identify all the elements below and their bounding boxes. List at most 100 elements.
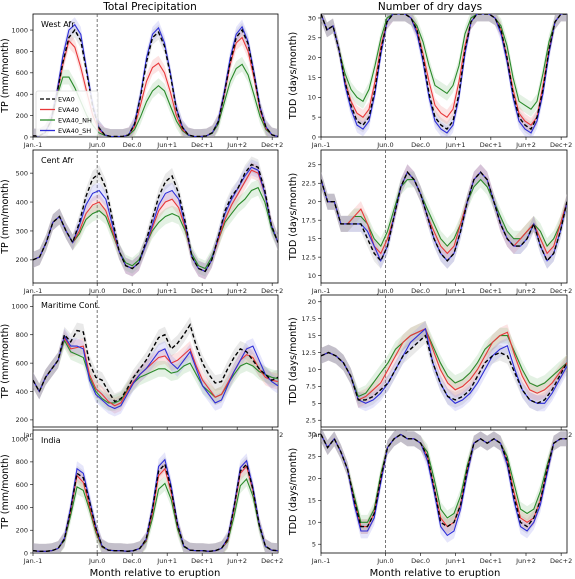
region-label: Cent Afr — [41, 156, 74, 165]
series-eva0 — [33, 462, 278, 553]
x-tick-label: Jun+1 — [156, 141, 177, 149]
y-tick-label: 25 — [308, 453, 316, 461]
y-tick-label: 400 — [16, 504, 28, 512]
y-tick-label: 400 — [16, 91, 28, 99]
y-tick-label: 400 — [16, 198, 28, 206]
y-tick-label: 5 — [312, 113, 316, 121]
y-tick-label: 20 — [308, 198, 316, 206]
series-eva40 — [321, 171, 567, 255]
x-tick-label: Jan.-1 — [311, 557, 331, 565]
series-eva40-sh — [33, 334, 278, 410]
col-title-tdd: Number of dry days — [378, 1, 482, 13]
plot-area — [33, 430, 278, 553]
y-tick-label: 800 — [16, 458, 28, 466]
plot-area — [33, 150, 278, 283]
region-label: India — [41, 436, 61, 445]
x-tick-label: Jun+2 — [515, 141, 536, 149]
series-eva40 — [33, 36, 278, 137]
y-axis-label: TP (mm/month) — [0, 324, 11, 400]
band-eva40-sh — [33, 328, 278, 417]
x-tick-label: Dec+2 — [261, 557, 283, 565]
x-tick-label: Dec+1 — [191, 557, 213, 565]
band-eva40 — [33, 329, 278, 414]
series-eva40-nh — [321, 433, 567, 523]
y-tick-label: 2.5 — [306, 417, 316, 425]
y-axis-label: TDD (days/month) — [288, 317, 299, 405]
x-tick-label: Jun+1 — [445, 141, 466, 149]
x-tick-label: Jan.-1 — [23, 431, 43, 439]
band-eva40-nh — [33, 179, 278, 277]
y-tick-label: 15 — [308, 74, 316, 82]
y-tick-label: 200 — [16, 112, 28, 120]
plot-frame — [320, 149, 568, 284]
series-eva0 — [33, 323, 278, 403]
x-tick-label: Jan.-1 — [311, 287, 331, 295]
y-axis-label: TDD (days/month) — [288, 448, 299, 536]
series-eva40-nh — [33, 63, 278, 137]
x-tick-label: Dec.0 — [411, 141, 430, 149]
series-eva40 — [321, 328, 567, 401]
x-tick-label: Jan.-1 — [23, 287, 43, 295]
y-tick-label: 0 — [312, 133, 316, 141]
x-tick-label: Dec+1 — [191, 141, 213, 149]
x-tick-label: Jun+2 — [226, 557, 247, 565]
x-tick-label: Jun.0 — [376, 141, 393, 149]
y-tick-label: 300 — [16, 227, 28, 235]
x-tick-label: Jun+1 — [445, 287, 466, 295]
band-eva40 — [33, 459, 278, 553]
series-eva40-nh — [33, 477, 278, 552]
band-eva0 — [33, 456, 278, 553]
y-tick-label: 17.5 — [302, 216, 316, 224]
plot-area — [321, 430, 567, 553]
band-eva0 — [33, 156, 278, 280]
band-eva40-sh — [33, 452, 278, 553]
y-tick-label: 200 — [16, 416, 28, 424]
y-tick-label: 12.5 — [302, 253, 316, 261]
y-tick-label: 800 — [16, 48, 28, 56]
panel-tdd-india: Jan.-1 Jun.0 Dec.0 Jun+1 Dec+1 Jun+2 Dec+2 5 10 1… — [288, 429, 572, 565]
panel-tdd-cent-afr: Jan.-1 Jun.0 Dec.0 Jun+1 Dec+1 Jun+2 Dec+2 10 12… — [288, 149, 572, 295]
y-tick-label: 10 — [308, 519, 316, 527]
y-tick-label: 5 — [312, 541, 316, 549]
y-tick-label: 0 — [24, 549, 28, 557]
x-tick-label: Jan.-1 — [311, 431, 331, 439]
x-tick-label: Jan.-1 — [311, 141, 331, 149]
y-tick-label: 10 — [308, 272, 316, 280]
x-tick-label: Dec.0 — [123, 141, 142, 149]
x-tick-label: Jun+2 — [226, 141, 247, 149]
x-tick-label: Jun+2 — [226, 287, 247, 295]
x-tick-label: Dec+2 — [550, 141, 572, 149]
x-tick-label: Dec.0 — [411, 557, 430, 565]
plot-area — [321, 150, 567, 283]
y-axis-label: TP (mm/month) — [0, 179, 11, 255]
panel-tp-cent-afr: Jan.-1 Jun.0 Dec.0 Jun+1 Dec+1 Jun+2 Dec+2 200 3… — [0, 149, 283, 295]
series-eva0 — [33, 163, 278, 273]
x-tick-label: Jun+2 — [515, 287, 536, 295]
legend-label: EVA40_NH — [58, 116, 92, 124]
panel-tdd-maritime: Jan.-1Jun.0Dec.0Jun+1Dec+1Jun+2Dec+22.55… — [288, 294, 572, 439]
y-axis-label: TP (mm/month) — [0, 454, 11, 530]
y-tick-label: 1000 — [11, 303, 28, 311]
x-tick-label: Dec+1 — [191, 287, 213, 295]
y-tick-label: 400 — [16, 388, 28, 396]
x-tick-label: Dec+2 — [261, 287, 283, 295]
x-tick-label: Jan.-1 — [23, 557, 43, 565]
x-tick-label: Dec.0 — [123, 557, 142, 565]
region-label: Maritime Cont. — [41, 301, 100, 310]
x-tick-label: Jun.0 — [88, 287, 105, 295]
series-eva40-sh — [321, 14, 567, 134]
band-eva40 — [321, 320, 567, 408]
x-tick-label: Jun+1 — [156, 287, 177, 295]
y-tick-label: 25 — [308, 34, 316, 42]
y-tick-label: 600 — [16, 359, 28, 367]
x-tick-label: Dec.0 — [123, 287, 142, 295]
band-eva0 — [321, 164, 567, 269]
band-eva40-nh — [321, 320, 567, 405]
series-eva0 — [33, 28, 278, 137]
y-tick-label: 20 — [308, 475, 316, 483]
y-tick-label: 5 — [312, 400, 316, 408]
y-axis-label: TP (mm/month) — [0, 38, 11, 114]
y-tick-label: 10 — [308, 366, 316, 374]
legend-label: EVA40_SH — [58, 127, 91, 135]
